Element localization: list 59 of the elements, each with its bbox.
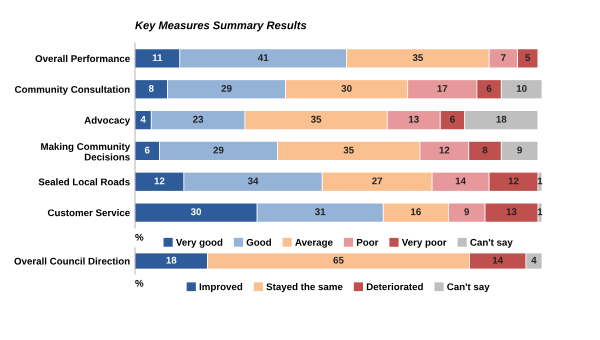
legend-label: Can't say bbox=[470, 238, 513, 248]
data-label: 41 bbox=[258, 54, 268, 61]
legend-label: Can't say bbox=[447, 283, 490, 292]
data-label: 6 bbox=[486, 84, 492, 92]
data-label: 8 bbox=[482, 146, 488, 154]
legend-label: Improved bbox=[200, 283, 242, 292]
data-label: 18 bbox=[166, 256, 176, 264]
y-tick-label: Community Consultation bbox=[14, 86, 130, 95]
data-label: 16 bbox=[411, 208, 421, 216]
data-label: 14 bbox=[492, 256, 504, 264]
data-label: 12 bbox=[440, 146, 450, 154]
data-label: 29 bbox=[213, 146, 224, 154]
data-label: 12 bbox=[154, 177, 164, 184]
data-label: 13 bbox=[409, 116, 419, 123]
data-label: 6 bbox=[144, 146, 150, 154]
data-label: 9 bbox=[517, 146, 522, 154]
legend-label: Deteriorated bbox=[366, 283, 423, 290]
data-label: 17 bbox=[437, 85, 448, 92]
data-label: 18 bbox=[496, 116, 506, 123]
data-label: 4 bbox=[531, 256, 537, 264]
y-tick-label: Overall Council Direction bbox=[14, 257, 130, 265]
y-tick-label: Customer Service bbox=[48, 209, 130, 216]
y-tick-label: Sealed Local Roads bbox=[38, 178, 130, 186]
data-label: 30 bbox=[341, 84, 352, 92]
legend-label: Very poor bbox=[402, 239, 446, 248]
data-label: 31 bbox=[315, 208, 326, 216]
y-tick-label: Making Community Decisions bbox=[41, 142, 130, 160]
data-label: 30 bbox=[190, 208, 202, 216]
data-label: 27 bbox=[372, 177, 382, 184]
data-label: 1 bbox=[538, 208, 542, 216]
data-label: 35 bbox=[343, 146, 354, 154]
data-label: 8 bbox=[148, 84, 154, 92]
data-label: 11 bbox=[152, 54, 162, 61]
data-label: 6 bbox=[450, 116, 455, 123]
legend-label: Very good bbox=[176, 238, 222, 248]
data-label: 65 bbox=[333, 256, 344, 264]
data-label: 14 bbox=[456, 178, 466, 184]
data-label: 7 bbox=[501, 54, 506, 61]
data-label: 4 bbox=[140, 116, 146, 123]
legend-label: Average bbox=[295, 239, 333, 248]
data-label: 13 bbox=[506, 208, 517, 216]
data-label: 35 bbox=[412, 54, 423, 62]
data-label: 35 bbox=[310, 116, 322, 123]
chart-title: Key Measures Summary Results bbox=[135, 21, 306, 32]
y-tick-label: Advocacy bbox=[84, 116, 130, 126]
legend-label: Stayed the same bbox=[266, 283, 343, 292]
annotation: % bbox=[135, 280, 144, 287]
data-label: 34 bbox=[248, 177, 258, 184]
data-label: 12 bbox=[508, 177, 519, 184]
data-label: 23 bbox=[193, 116, 204, 123]
data-label: 5 bbox=[525, 54, 530, 62]
data-label: 1 bbox=[538, 178, 542, 184]
data-label: 9 bbox=[464, 208, 470, 216]
data-label: 10 bbox=[516, 84, 527, 92]
legend-label: Good bbox=[246, 238, 271, 246]
legend-label: Poor bbox=[356, 239, 378, 246]
data-label: 29 bbox=[222, 84, 232, 92]
y-tick-label: Overall Performance bbox=[35, 54, 130, 62]
annotation: % bbox=[135, 234, 144, 241]
